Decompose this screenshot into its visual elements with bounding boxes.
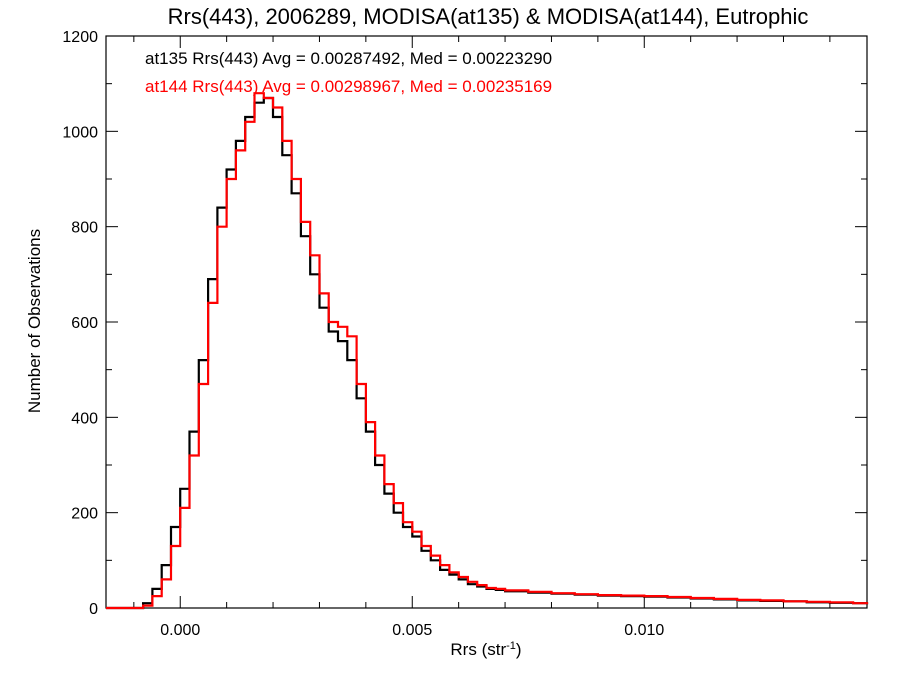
- plot-frame: [105, 35, 868, 609]
- x-tick-label: 0.005: [392, 622, 432, 639]
- axes-layer: 0.000 0.005 0.010 0 200 400 600 800 1000 1200: [62, 29, 868, 639]
- y-tick-label: 800: [71, 220, 98, 237]
- y-tick-label: 200: [71, 506, 98, 523]
- y-tick-label: 600: [71, 315, 98, 332]
- x-tick-label: 0.010: [624, 622, 664, 639]
- series-at135-line: [106, 96, 869, 610]
- y-tick-label: 1200: [62, 29, 98, 46]
- y-tick-label: 1000: [62, 124, 98, 141]
- x-tick-label: 0.000: [160, 622, 200, 639]
- x-axis-label-main: Rrs (str: [450, 640, 506, 659]
- y-tick-label: 0: [89, 601, 98, 618]
- y-tick-label: 400: [71, 410, 98, 427]
- annotation-at144: at144 Rrs(443) Avg = 0.00298967, Med = 0…: [145, 77, 552, 96]
- annotation-at135: at135 Rrs(443) Avg = 0.00287492, Med = 0…: [145, 49, 552, 68]
- x-axis-label-close: ): [516, 640, 522, 659]
- series-at144-line: [106, 92, 869, 610]
- chart-title: Rrs(443), 2006289, MODISA(at135) & MODIS…: [168, 4, 809, 29]
- x-axis-label: Rrs (str-1): [450, 640, 521, 659]
- series-layer: [106, 92, 869, 610]
- x-axis-label-sup: -1: [506, 640, 516, 652]
- y-axis-label: Number of Observations: [25, 229, 44, 413]
